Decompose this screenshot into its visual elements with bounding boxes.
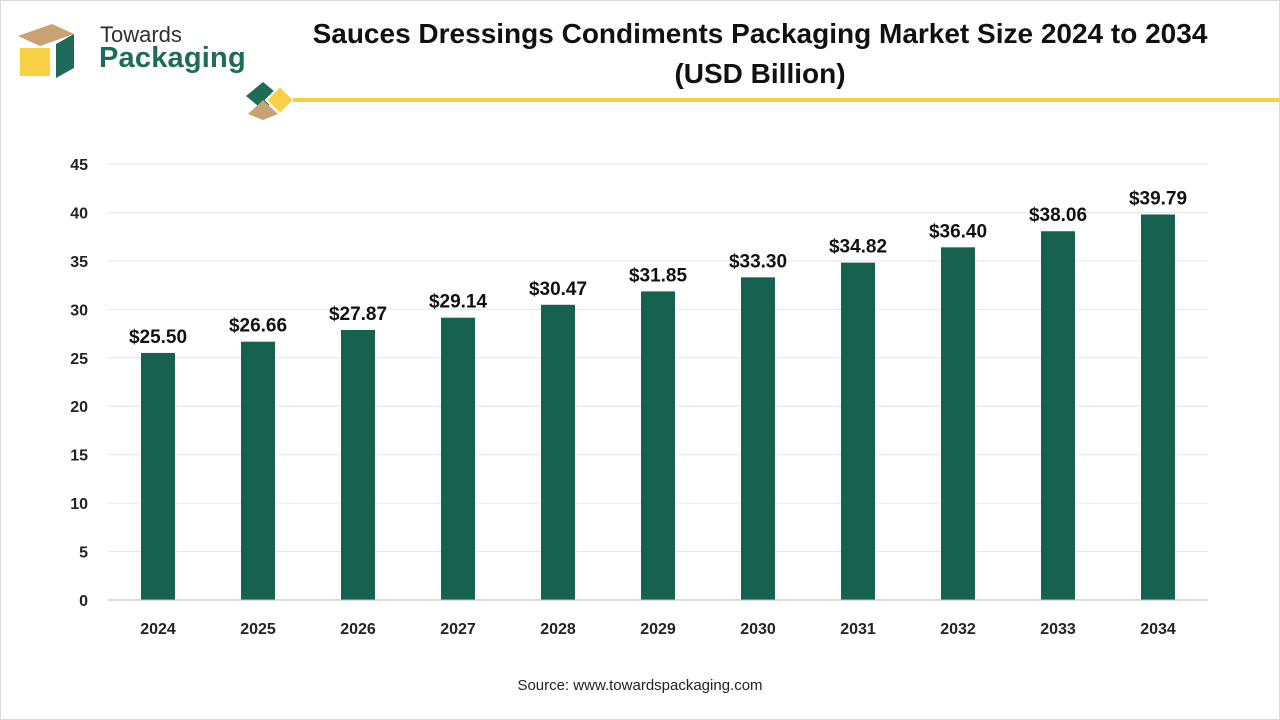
bar-2028 — [541, 304, 575, 600]
bar-2029 — [641, 291, 675, 600]
y-tick-label: 10 — [70, 496, 88, 513]
chart-title-line1: Sauces Dressings Condiments Packaging Ma… — [312, 18, 1208, 49]
chart-title: Sauces Dressings Condiments Packaging Ma… — [240, 14, 1280, 94]
data-labels: $25.50 $26.66 $27.87 $29.14 $30.47 $31.85 $33.… — [129, 188, 1187, 347]
title-divider — [246, 82, 1280, 120]
y-tick-label: 45 — [70, 157, 88, 174]
x-tick-label-2026: 2026 — [340, 621, 376, 638]
logo-text-packaging: Packaging — [99, 42, 246, 74]
x-tick-label-2027: 2027 — [440, 621, 476, 638]
y-tick-label: 25 — [70, 351, 88, 368]
x-tick-label-2025: 2025 — [240, 621, 276, 638]
logo-text-towards: Towards — [100, 22, 182, 47]
x-axis-ticks: 2024 2025 2026 2027 2028 2029 2030 2031 2032 2033… — [140, 621, 1176, 638]
bars — [141, 214, 1175, 600]
data-label-2024: $25.50 — [129, 327, 187, 348]
data-label-2032: $36.40 — [929, 221, 987, 242]
data-label-2025: $26.66 — [229, 316, 287, 337]
data-label-2030: $33.30 — [729, 251, 787, 272]
divider-diamond-tan-icon — [248, 100, 278, 120]
x-tick-label-2033: 2033 — [1040, 621, 1076, 638]
bar-2024 — [141, 352, 175, 600]
x-tick-label-2024: 2024 — [140, 621, 176, 638]
x-tick-label-2030: 2030 — [740, 621, 776, 638]
y-tick-label: 40 — [70, 205, 88, 222]
box-logo-icon — [18, 24, 74, 78]
bar-2027 — [441, 317, 475, 600]
x-tick-label-2028: 2028 — [540, 621, 576, 638]
data-label-2027: $29.14 — [429, 292, 488, 313]
divider-line — [293, 98, 1280, 102]
data-label-2029: $31.85 — [629, 265, 688, 286]
bar-2031 — [841, 262, 875, 600]
data-label-2026: $27.87 — [329, 304, 387, 325]
towards-packaging-logo: Towards Packaging — [14, 22, 246, 82]
y-tick-label: 30 — [70, 302, 88, 319]
x-tick-label-2032: 2032 — [940, 621, 976, 638]
x-tick-label-2031: 2031 — [840, 621, 876, 638]
y-tick-label: 0 — [79, 593, 88, 610]
data-label-2034: $39.79 — [1129, 188, 1187, 209]
y-tick-label: 20 — [70, 399, 88, 416]
y-tick-label: 35 — [70, 254, 88, 271]
x-tick-label-2029: 2029 — [640, 621, 676, 638]
bar-2034 — [1141, 214, 1175, 600]
bar-2025 — [241, 341, 275, 600]
data-label-2028: $30.47 — [529, 279, 587, 300]
bar-2033 — [1041, 231, 1075, 600]
chart-title-line2: (USD Billion) — [674, 58, 846, 89]
x-tick-label-2034: 2034 — [1140, 621, 1176, 638]
divider-diamond-yellow-icon — [264, 84, 296, 116]
data-label-2033: $38.06 — [1029, 205, 1087, 226]
source-note: Source: www.towardspackaging.com — [517, 677, 763, 694]
data-label-2031: $34.82 — [829, 237, 887, 258]
bar-2032 — [941, 247, 975, 600]
y-tick-label: 15 — [70, 448, 88, 465]
y-tick-label: 5 — [79, 545, 88, 562]
bar-2030 — [741, 277, 775, 600]
y-axis-ticks: 0 5 10 15 20 25 30 35 40 45 — [70, 157, 88, 610]
bar-2026 — [341, 329, 375, 600]
